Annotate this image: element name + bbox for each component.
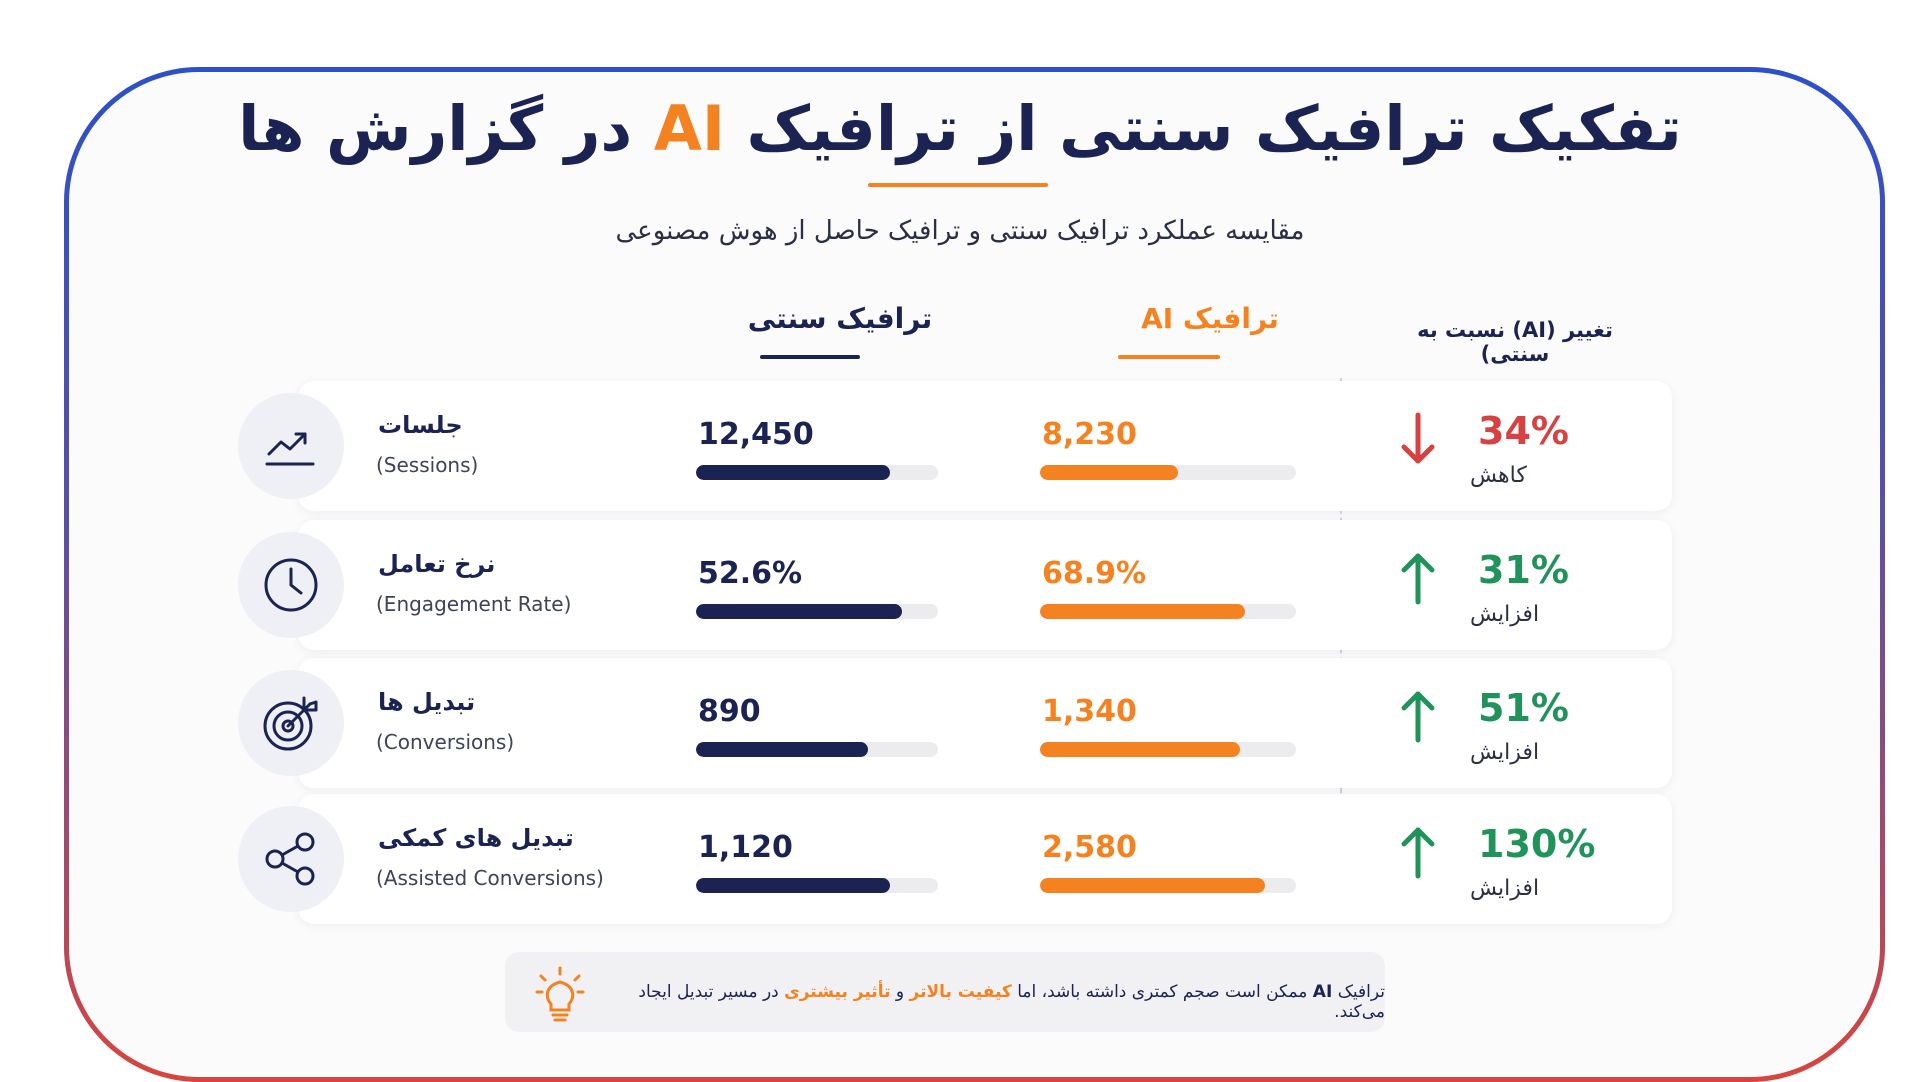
title-part-2: در گزارش ها xyxy=(238,92,633,165)
row-card xyxy=(298,794,1672,924)
traditional-value: 890 xyxy=(698,694,761,729)
metric-title: تبدیل ها xyxy=(378,688,476,716)
note-part-4: در مسیر تبدیل ایجاد می‌کند. xyxy=(638,982,1385,1022)
change-percent: 51% xyxy=(1478,686,1569,730)
ai-bar-fill xyxy=(1040,742,1240,757)
change-percent: 34% xyxy=(1478,409,1569,453)
page-subtitle: مقایسه عملکرد ترافیک سنتی و ترافیک حاصل … xyxy=(615,216,1305,246)
ai-bar xyxy=(1040,604,1296,619)
traditional-bar xyxy=(696,742,938,757)
row-card xyxy=(298,658,1672,788)
row-card xyxy=(298,520,1672,650)
metric-row-engagement-rate: نرخ تعامل (Engagement Rate) 52.6% 68.9% … xyxy=(238,520,1672,650)
metric-row-assisted-conversions: تبدیل های کمکی (Assisted Conversions) 1,… xyxy=(238,794,1672,924)
traditional-bar-fill xyxy=(696,742,868,757)
ai-bar xyxy=(1040,742,1296,757)
traditional-bar-fill xyxy=(696,878,890,893)
column-header-change: تغییر (AI) نسبت به سنتی) xyxy=(1417,318,1613,366)
arrow-up-icon xyxy=(1401,827,1435,879)
change-percent: 31% xyxy=(1478,548,1569,592)
page-title: تفکیک ترافیک سنتی از ترافیک AI در گزارش … xyxy=(0,98,1920,160)
title-underline xyxy=(868,183,1048,187)
note-highlight-quality: کیفیت بالاتر xyxy=(909,982,1012,1002)
metric-title: تبدیل های کمکی xyxy=(378,824,574,852)
metric-title: جلسات xyxy=(378,411,463,439)
ai-bar-fill xyxy=(1040,878,1266,893)
traditional-value: 52.6% xyxy=(698,556,803,591)
title-part-1: تفکیک ترافیک سنتی از ترافیک xyxy=(746,92,1682,165)
ai-bar-fill xyxy=(1040,465,1179,480)
row-card xyxy=(298,381,1672,511)
column-header-ai: ترافیک AI xyxy=(1141,302,1279,335)
traditional-bar xyxy=(696,465,938,480)
share-icon xyxy=(238,806,344,912)
arrow-up-icon xyxy=(1401,553,1435,605)
ai-value: 8,230 xyxy=(1042,417,1137,452)
change-label: افزایش xyxy=(1470,602,1540,627)
lightbulb-icon xyxy=(535,966,585,1022)
title-ai: AI xyxy=(653,92,725,165)
change-label: کاهش xyxy=(1470,463,1527,488)
metric-title: نرخ تعامل xyxy=(378,550,496,578)
ai-bar-fill xyxy=(1040,604,1245,619)
ai-value: 68.9% xyxy=(1042,556,1147,591)
metric-subtitle: (Conversions) xyxy=(376,730,515,754)
ai-bar xyxy=(1040,465,1296,480)
arrow-down-icon xyxy=(1401,412,1435,464)
insight-note: ترافیک AI ممکن است صجم کمتری داشته باشد،… xyxy=(505,952,1385,1032)
trend-line-icon xyxy=(238,393,344,499)
traditional-value: 12,450 xyxy=(698,417,814,452)
note-ai: AI xyxy=(1312,982,1333,1002)
ai-bar xyxy=(1040,878,1296,893)
traditional-bar xyxy=(696,604,938,619)
column-underline-ai xyxy=(1118,355,1220,359)
clock-icon xyxy=(238,532,344,638)
note-text: ترافیک AI ممکن است صجم کمتری داشته باشد،… xyxy=(595,982,1385,1022)
metric-row-sessions: جلسات (Sessions) 12,450 8,230 34% کاهش xyxy=(238,381,1672,511)
change-percent: 130% xyxy=(1478,822,1596,866)
note-highlight-impact: تأثیر بیشتری xyxy=(784,982,891,1002)
note-part-1: ترافیک xyxy=(1337,982,1385,1002)
column-header-traditional: ترافیک سنتی xyxy=(747,302,933,335)
ai-value: 2,580 xyxy=(1042,830,1137,865)
traditional-bar xyxy=(696,878,938,893)
change-label: افزایش xyxy=(1470,876,1540,901)
traditional-bar-fill xyxy=(696,604,902,619)
metric-subtitle: (Assisted Conversions) xyxy=(376,866,604,890)
ai-value: 1,340 xyxy=(1042,694,1137,729)
change-divider xyxy=(1340,378,1342,923)
target-icon xyxy=(238,670,344,776)
traditional-bar-fill xyxy=(696,465,890,480)
note-part-3: و xyxy=(895,982,905,1002)
change-label: افزایش xyxy=(1470,740,1540,765)
arrow-up-icon xyxy=(1401,691,1435,743)
column-underline-traditional xyxy=(760,355,860,359)
metric-subtitle: (Engagement Rate) xyxy=(376,592,572,616)
traditional-value: 1,120 xyxy=(698,830,793,865)
metric-row-conversions: تبدیل ها (Conversions) 890 1,340 51% افز… xyxy=(238,658,1672,788)
metric-subtitle: (Sessions) xyxy=(376,453,479,477)
note-part-2: ممکن است صجم کمتری داشته باشد، اما xyxy=(1017,982,1308,1002)
